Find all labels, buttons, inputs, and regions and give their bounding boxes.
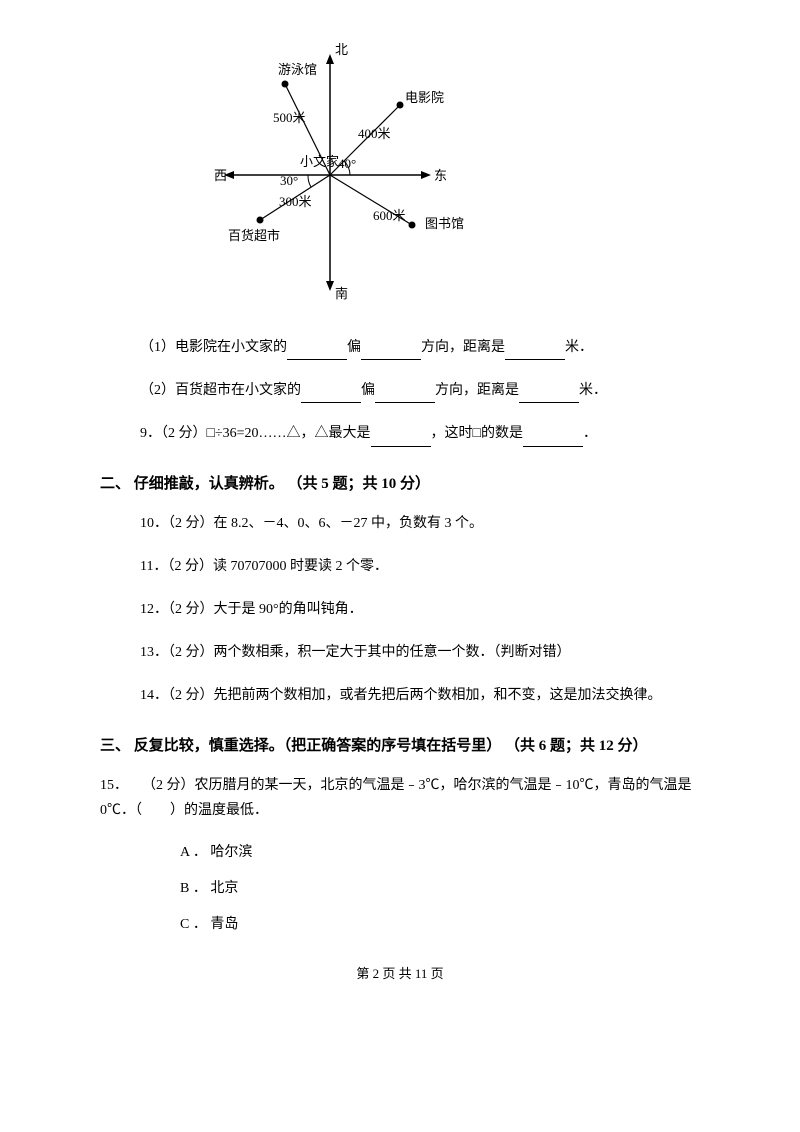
q9-suffix: ． (583, 426, 597, 441)
supermarket-label: 百货超市 (228, 228, 280, 243)
library-dist: 600米 (373, 208, 406, 223)
center-label: 小文家 (300, 154, 339, 169)
q9-prefix: 9．（2 分）□÷36=20……△，△最大是 (140, 426, 371, 441)
q-sub2-mid1: 偏 (361, 383, 375, 398)
blank[interactable] (287, 343, 347, 360)
question-12: 12．（2 分）大于是 90°的角叫钝角． (140, 597, 740, 622)
question-11: 11．（2 分）读 70707000 时要读 2 个零． (140, 554, 740, 579)
question-10: 10．（2 分）在 8.2、－4、0、6、－27 中，负数有 3 个。 (140, 511, 740, 536)
cinema-dist: 400米 (358, 126, 391, 141)
question-sub1: （1）电影院在小文家的 偏 方向，距离是 米． (140, 335, 740, 360)
direction-diagram: 北 南 东 西 小文家 游泳馆 电影院 图书馆 百货超市 (180, 40, 740, 305)
question-sub2: （2）百货超市在小文家的 偏 方向，距离是 米． (140, 378, 740, 403)
section-3-header: 三、 反复比较，慎重选择。（把正确答案的序号填在括号里） （共 6 题；共 12… (100, 734, 740, 755)
choice-c[interactable]: C ． 青岛 (180, 913, 740, 933)
blank[interactable] (519, 386, 579, 403)
blank[interactable] (375, 386, 435, 403)
question-13: 13．（2 分）两个数相乘，积一定大于其中的任意一个数．（判断对错） (140, 640, 740, 665)
q-sub2-mid2: 方向，距离是 (435, 383, 519, 398)
north-label: 北 (335, 42, 348, 57)
west-label: 西 (214, 168, 227, 183)
question-9: 9．（2 分）□÷36=20……△，△最大是 ，这时□的数是 ． (140, 421, 740, 446)
question-15: 15． （2 分）农历腊月的某一天，北京的气温是﹣3℃，哈尔滨的气温是﹣10℃，… (100, 773, 700, 823)
q15-line1: 15． （2 分）农历腊月的某一天，北京的气温是﹣3℃，哈尔滨的气温是﹣10℃，… (100, 778, 692, 793)
pool-dist: 500米 (273, 110, 306, 125)
q-sub1-mid2: 方向，距离是 (421, 340, 505, 355)
page-footer: 第 2 页 共 11 页 (60, 963, 740, 982)
q-sub2-suffix: 米． (579, 383, 607, 398)
south-label: 南 (335, 286, 348, 300)
cinema-label: 电影院 (405, 90, 444, 105)
choice-a[interactable]: A ． 哈尔滨 (180, 841, 740, 861)
q-sub1-prefix: （1）电影院在小文家的 (140, 340, 287, 355)
supermarket-dist: 300米 (279, 194, 312, 209)
pool-label: 游泳馆 (278, 62, 317, 77)
q-sub1-suffix: 米． (565, 340, 593, 355)
angle-40: 40° (338, 156, 356, 171)
blank[interactable] (301, 386, 361, 403)
angle-30: 30° (280, 173, 298, 188)
choice-b[interactable]: B ． 北京 (180, 877, 740, 897)
q15-line2: 0℃．（ ）的温度最低． (100, 803, 268, 818)
q-sub1-mid1: 偏 (347, 340, 361, 355)
q9-mid: ，这时□的数是 (431, 426, 523, 441)
blank[interactable] (523, 430, 583, 447)
blank[interactable] (371, 430, 431, 447)
blank[interactable] (505, 343, 565, 360)
compass-svg: 北 南 东 西 小文家 游泳馆 电影院 图书馆 百货超市 (180, 40, 480, 300)
q-sub2-prefix: （2）百货超市在小文家的 (140, 383, 301, 398)
library-label: 图书馆 (425, 216, 464, 231)
east-label: 东 (434, 168, 447, 183)
blank[interactable] (361, 343, 421, 360)
section-2-header: 二、 仔细推敲，认真辨析。 （共 5 题；共 10 分） (100, 472, 740, 493)
question-14: 14．（2 分）先把前两个数相加，或者先把后两个数相加，和不变，这是加法交换律。 (140, 683, 740, 708)
